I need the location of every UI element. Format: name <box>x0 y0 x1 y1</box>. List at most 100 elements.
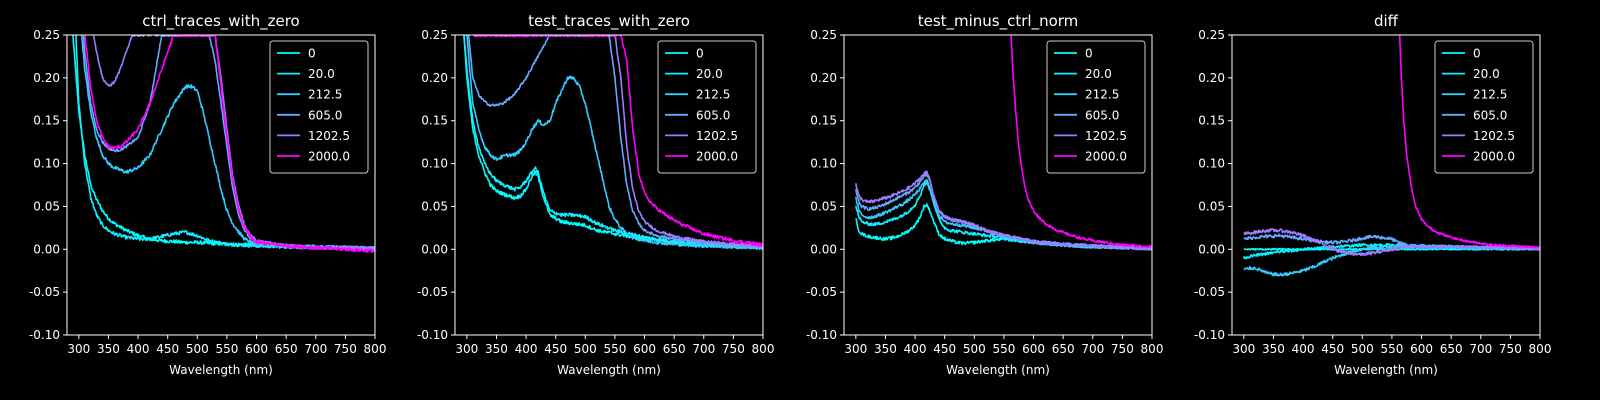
legend: 0 20.0 212.5 605.0 1202.5 2000.0 <box>657 40 757 174</box>
y-tick-label: 0.20 <box>33 71 60 85</box>
series-line-212.5 <box>466 35 763 250</box>
x-tick-label: 350 <box>97 342 120 356</box>
legend-entry: 1202.5 <box>696 129 738 143</box>
x-tick-label: 600 <box>1022 342 1045 356</box>
x-tick-label: 700 <box>692 342 715 356</box>
y-tick-label: 0.10 <box>810 157 837 171</box>
x-tick-label: 650 <box>1052 342 1075 356</box>
y-tick-label: 0.00 <box>421 242 448 256</box>
y-tick-label: 0.25 <box>33 28 60 42</box>
x-axis-label: Wavelength (nm) <box>169 363 273 377</box>
chart-panel-2: test_traces_with_zero Wavelength (nm) 300 3… <box>417 12 775 377</box>
x-tick-label: 700 <box>1469 342 1492 356</box>
series-line-2000.0 <box>1398 35 1540 249</box>
x-tick-label: 400 <box>127 342 150 356</box>
y-tick-label: 0.25 <box>421 28 448 42</box>
x-tick-label: 300 <box>67 342 90 356</box>
x-tick-label: 750 <box>334 342 357 356</box>
y-tick-label: 0.05 <box>33 199 60 213</box>
y-tick-label: 0.05 <box>421 199 448 213</box>
y-tick-label: 0.10 <box>421 157 448 171</box>
legend-entry: 212.5 <box>1473 88 1507 102</box>
x-tick-label: 350 <box>1262 342 1285 356</box>
x-axis-label: Wavelength (nm) <box>946 363 1050 377</box>
chart-title: test_traces_with_zero <box>528 12 690 31</box>
series-line-1202.5 <box>472 35 763 248</box>
y-tick-label: 0.25 <box>810 28 837 42</box>
x-tick-label: 400 <box>1292 342 1315 356</box>
legend-entry: 2000.0 <box>1085 150 1127 164</box>
chart-panel-3: test_minus_ctrl_norm Wavelength (nm) 300 35… <box>806 12 1164 377</box>
legend-entry: 212.5 <box>1085 88 1119 102</box>
legend-entry: 212.5 <box>308 88 342 102</box>
x-axis-label: Wavelength (nm) <box>557 363 661 377</box>
chart-title: diff <box>1374 12 1399 30</box>
x-tick-label: 550 <box>992 342 1015 356</box>
x-tick-label: 600 <box>245 342 268 356</box>
x-tick-label: 700 <box>1081 342 1104 356</box>
legend-entry: 605.0 <box>1085 108 1119 122</box>
x-tick-label: 800 <box>364 342 387 356</box>
x-tick-label: 750 <box>1499 342 1522 356</box>
x-tick-label: 400 <box>515 342 538 356</box>
x-tick-label: 350 <box>874 342 897 356</box>
legend: 0 20.0 212.5 605.0 1202.5 2000.0 <box>1434 40 1534 174</box>
y-tick-label: 0.05 <box>1198 199 1225 213</box>
y-tick-label: -0.05 <box>1194 285 1225 299</box>
x-tick-label: 550 <box>1380 342 1403 356</box>
y-tick-label: 0.00 <box>810 242 837 256</box>
y-tick-label: -0.10 <box>417 328 448 342</box>
y-tick-label: 0.15 <box>1198 114 1225 128</box>
x-tick-label: 550 <box>603 342 626 356</box>
x-tick-label: 650 <box>1440 342 1463 356</box>
y-tick-label: 0.15 <box>33 114 60 128</box>
y-tick-label: 0.05 <box>810 199 837 213</box>
x-tick-label: 600 <box>1410 342 1433 356</box>
x-tick-label: 500 <box>574 342 597 356</box>
x-tick-label: 500 <box>186 342 209 356</box>
legend-entry: 1202.5 <box>308 129 350 143</box>
legend-entry: 2000.0 <box>308 150 350 164</box>
plot-frame <box>454 34 764 336</box>
legend-entry: 2000.0 <box>696 150 738 164</box>
y-tick-label: -0.05 <box>29 285 60 299</box>
x-tick-label: 800 <box>1141 342 1164 356</box>
x-tick-label: 650 <box>663 342 686 356</box>
x-axis-label: Wavelength (nm) <box>1334 363 1438 377</box>
x-tick-label: 300 <box>455 342 478 356</box>
x-tick-label: 750 <box>722 342 745 356</box>
series-line-2000.0 <box>84 35 375 254</box>
legend: 0 20.0 212.5 605.0 1202.5 2000.0 <box>269 40 369 174</box>
legend-entry: 0 <box>308 47 316 61</box>
x-tick-label: 450 <box>933 342 956 356</box>
y-tick-label: 0.00 <box>1198 242 1225 256</box>
x-tick-label: 700 <box>304 342 327 356</box>
x-tick-label: 800 <box>1529 342 1552 356</box>
series-line-1202.5 <box>855 170 1152 251</box>
chart-title: ctrl_traces_with_zero <box>142 12 299 31</box>
y-tick-label: -0.05 <box>417 285 448 299</box>
x-tick-label: 500 <box>963 342 986 356</box>
y-tick-label: 0.20 <box>421 71 448 85</box>
legend-entry: 20.0 <box>308 67 335 81</box>
chart-panel-1: ctrl_traces_with_zero Wavelength (nm) 300 3… <box>29 12 387 377</box>
plot-frame <box>843 34 1153 336</box>
x-tick-label: 750 <box>1111 342 1134 356</box>
x-tick-label: 300 <box>844 342 867 356</box>
legend-entry: 2000.0 <box>1473 150 1515 164</box>
y-tick-label: 0.10 <box>1198 157 1225 171</box>
y-tick-label: 0.15 <box>810 114 837 128</box>
series-line-1202.5 <box>1243 228 1540 257</box>
x-tick-label: 600 <box>633 342 656 356</box>
y-tick-label: 0.00 <box>33 242 60 256</box>
legend-entry: 1202.5 <box>1473 129 1515 143</box>
x-tick-label: 450 <box>544 342 567 356</box>
series-line-2000.0 <box>472 35 763 248</box>
y-tick-label: 0.20 <box>810 71 837 85</box>
series-line-2000.0 <box>1010 35 1152 249</box>
legend-entry: 1202.5 <box>1085 129 1127 143</box>
plot-frame <box>1231 34 1541 336</box>
x-tick-label: 500 <box>1351 342 1374 356</box>
legend-entry: 212.5 <box>696 88 730 102</box>
